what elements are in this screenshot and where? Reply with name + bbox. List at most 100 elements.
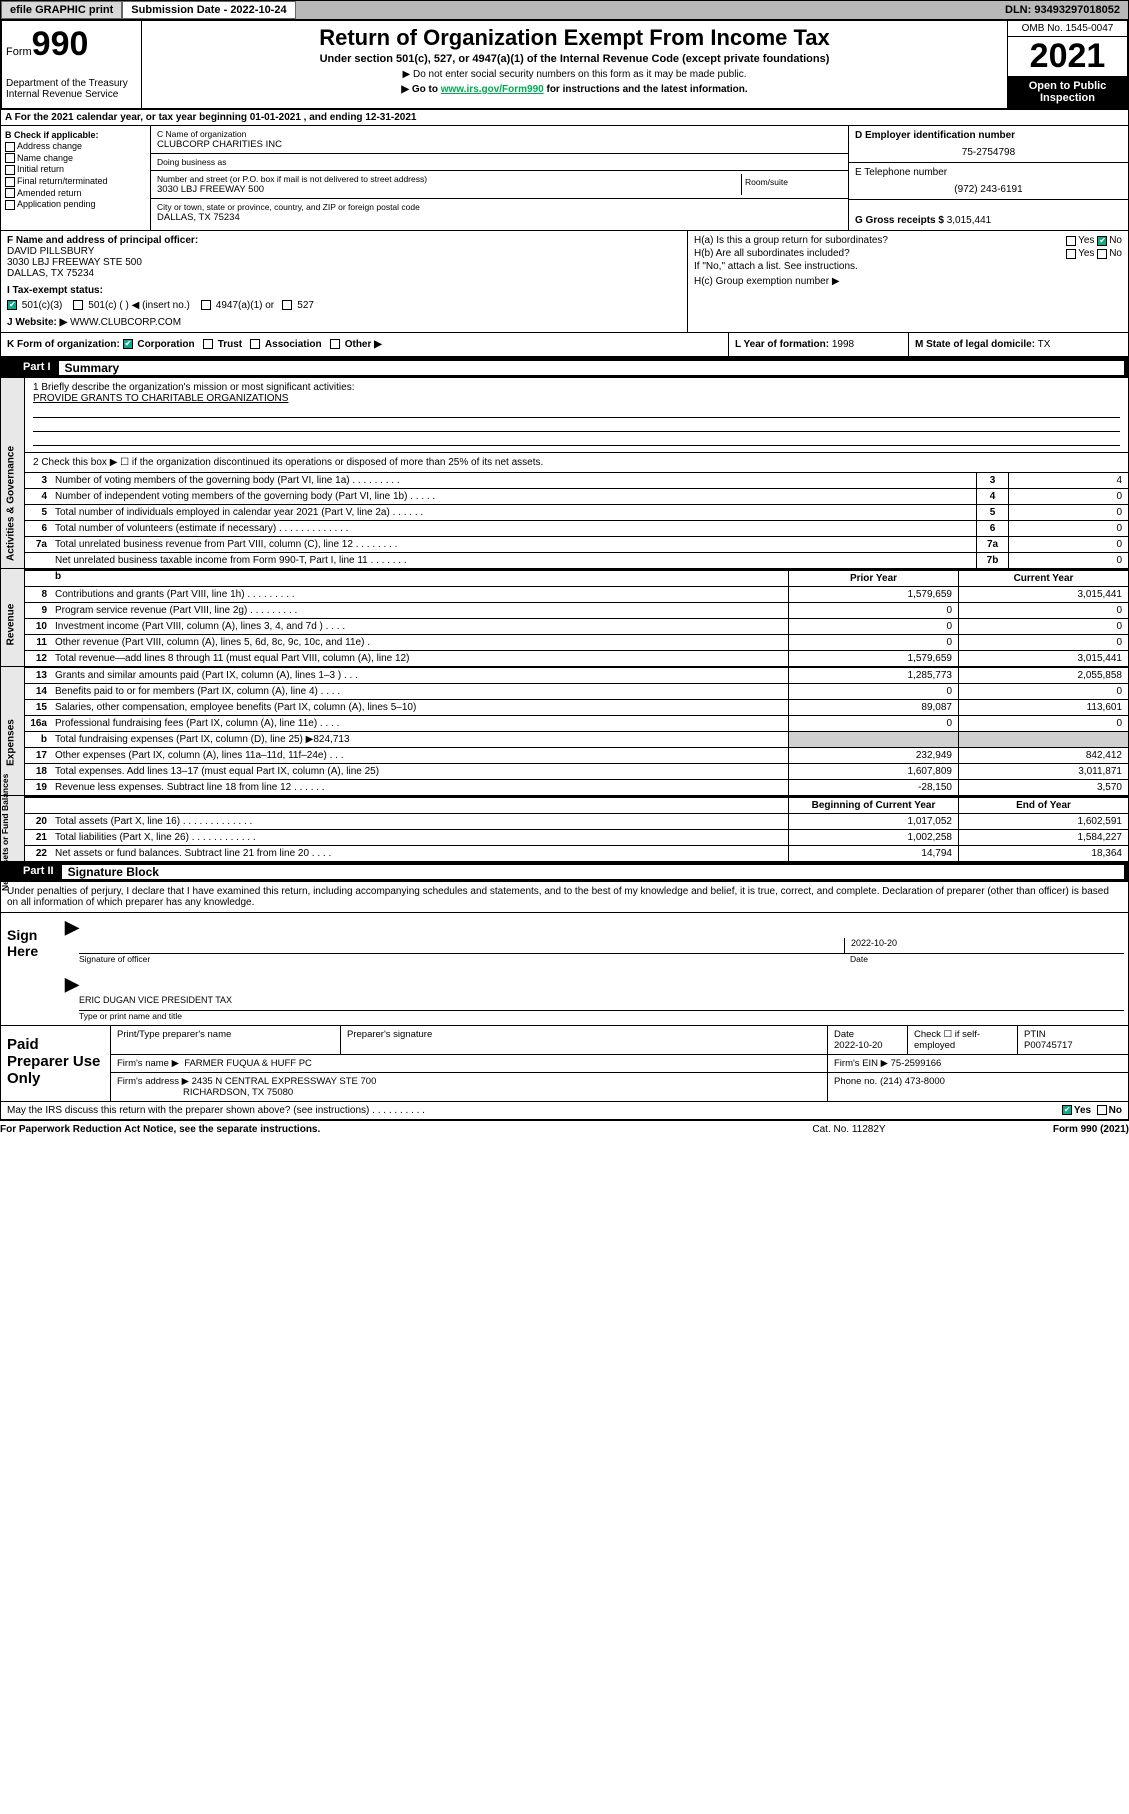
row-text: Grants and similar amounts paid (Part IX… — [51, 668, 788, 683]
foot-no-check[interactable] — [1097, 1105, 1107, 1115]
prior-year-header: Prior Year — [788, 571, 958, 586]
sign-arrow-1: ▶ — [65, 917, 79, 937]
ein-cell: D Employer identification number 75-2754… — [849, 126, 1128, 163]
k-trust: Trust — [218, 339, 242, 350]
summary-row: 6 Total number of volunteers (estimate i… — [25, 520, 1128, 536]
k-trust-check[interactable] — [203, 339, 213, 349]
k-assoc: Association — [265, 339, 322, 350]
firm-name-row: Firm's name ▶ FARMER FUQUA & HUFF PC — [111, 1055, 828, 1072]
org-name-label: C Name of organization — [157, 129, 842, 139]
check-name-change[interactable]: Name change — [5, 153, 146, 164]
current-value: 1,584,227 — [958, 830, 1128, 845]
k-label: K Form of organization: — [7, 339, 120, 350]
dba-label: Doing business as — [157, 157, 842, 167]
check-4947[interactable] — [201, 300, 211, 310]
hb-yes-check[interactable] — [1066, 249, 1076, 259]
row-j-label: J Website: ▶ — [7, 317, 67, 328]
ein-label: D Employer identification number — [855, 130, 1122, 141]
part-ii-header: Part II Signature Block — [0, 862, 1129, 882]
m-value: TX — [1038, 339, 1051, 350]
row-box: 5 — [976, 505, 1008, 520]
telephone-label: E Telephone number — [855, 167, 1122, 178]
current-value: 0 — [958, 619, 1128, 634]
check-final-return[interactable]: Final return/terminated — [5, 176, 146, 187]
row-text: Professional fundraising fees (Part IX, … — [51, 716, 788, 731]
h-section: H(a) Is this a group return for subordin… — [688, 231, 1128, 332]
perjury-statement: Under penalties of perjury, I declare th… — [0, 882, 1129, 913]
sub3-pre: ▶ Go to — [401, 84, 440, 95]
officer-addr2: DALLAS, TX 75234 — [7, 268, 94, 279]
row-number: 9 — [25, 603, 51, 618]
side-tab-net-assets: Net Assets or Fund Balances — [0, 791, 10, 891]
form-word: Form — [6, 46, 32, 58]
check-501c3[interactable] — [7, 300, 17, 310]
l-label: L Year of formation: — [735, 339, 829, 350]
k-assoc-check[interactable] — [250, 339, 260, 349]
foot-yes-check[interactable] — [1062, 1105, 1072, 1115]
current-value: 0 — [958, 635, 1128, 650]
prep-ptin: PTINP00745717 — [1018, 1026, 1128, 1054]
row-number: 12 — [25, 651, 51, 666]
row-box: 6 — [976, 521, 1008, 536]
hb-note: If "No," attach a list. See instructions… — [694, 261, 1122, 272]
header-mid: Return of Organization Exempt From Incom… — [142, 21, 1007, 108]
k-corp: Corporation — [137, 339, 194, 350]
current-value: 0 — [958, 716, 1128, 731]
prior-value: 1,607,809 — [788, 764, 958, 779]
check-amended-return[interactable]: Amended return — [5, 188, 146, 199]
check-initial-return[interactable]: Initial return — [5, 164, 146, 175]
k-form-of-org: K Form of organization: Corporation Trus… — [1, 333, 728, 356]
part-i-title: Summary — [59, 361, 1124, 375]
addr-label: Number and street (or P.O. box if mail i… — [157, 174, 741, 184]
current-year-header: Current Year — [958, 571, 1128, 586]
m-state-domicile: M State of legal domicile: TX — [908, 333, 1128, 356]
header-right: OMB No. 1545-0047 2021 Open to Public In… — [1007, 21, 1127, 108]
k-corp-check[interactable] — [123, 339, 133, 349]
row-text: Net unrelated business taxable income fr… — [51, 553, 976, 568]
ha-no-check[interactable] — [1097, 236, 1107, 246]
ha-yes-check[interactable] — [1066, 236, 1076, 246]
row-box: 7b — [976, 553, 1008, 568]
paperwork-notice: For Paperwork Reduction Act Notice, see … — [0, 1124, 749, 1135]
check-501c[interactable] — [73, 300, 83, 310]
row-box: 7a — [976, 537, 1008, 552]
form-subtitle-3: ▶ Go to www.irs.gov/Form990 for instruct… — [146, 84, 1003, 95]
prior-value: 0 — [788, 716, 958, 731]
current-value: 3,015,441 — [958, 651, 1128, 666]
row-text: Total fundraising expenses (Part IX, col… — [51, 732, 788, 747]
row-text: Total number of individuals employed in … — [51, 505, 976, 520]
hc-label: H(c) Group exemption number ▶ — [694, 276, 1122, 287]
check-address-change[interactable]: Address change — [5, 141, 146, 152]
form-number: 990 — [32, 25, 89, 63]
current-value: 1,602,591 — [958, 814, 1128, 829]
officer-name: DAVID PILLSBURY — [7, 246, 94, 257]
part-ii-title: Signature Block — [62, 865, 1124, 879]
row-text: Total liabilities (Part X, line 26) . . … — [51, 830, 788, 845]
paid-preparer-label: Paid Preparer Use Only — [1, 1026, 111, 1101]
row-number: 5 — [25, 505, 51, 520]
gross-value: 3,015,441 — [947, 215, 992, 226]
efile-print-button[interactable]: efile GRAPHIC print — [1, 1, 122, 19]
ha-no: No — [1109, 235, 1122, 246]
summary-section-1: Activities & Governance 1 Briefly descri… — [0, 378, 1129, 569]
omb-number: OMB No. 1545-0047 — [1008, 21, 1127, 37]
row-i-label: I Tax-exempt status: — [7, 285, 103, 296]
row-box: 4 — [976, 489, 1008, 504]
hb-no-check[interactable] — [1097, 249, 1107, 259]
current-value: 3,570 — [958, 780, 1128, 795]
row-text: Total unrelated business revenue from Pa… — [51, 537, 976, 552]
gross-label: G Gross receipts $ — [855, 215, 944, 226]
prior-value: 14,794 — [788, 846, 958, 861]
current-value — [958, 732, 1128, 747]
row-number: 8 — [25, 587, 51, 602]
check-527[interactable] — [282, 300, 292, 310]
prep-self-emp[interactable]: Check ☐ if self-employed — [908, 1026, 1018, 1054]
form-subtitle-2: ▶ Do not enter social security numbers o… — [146, 69, 1003, 80]
check-application-pending[interactable]: Application pending — [5, 199, 146, 210]
sig-officer-label: Signature of officer — [79, 954, 844, 964]
data-row: 21 Total liabilities (Part X, line 26) .… — [25, 829, 1128, 845]
irs-link[interactable]: www.irs.gov/Form990 — [441, 84, 544, 95]
part-i-tab: Part I — [15, 361, 59, 375]
row-text: Number of independent voting members of … — [51, 489, 976, 504]
k-other-check[interactable] — [330, 339, 340, 349]
